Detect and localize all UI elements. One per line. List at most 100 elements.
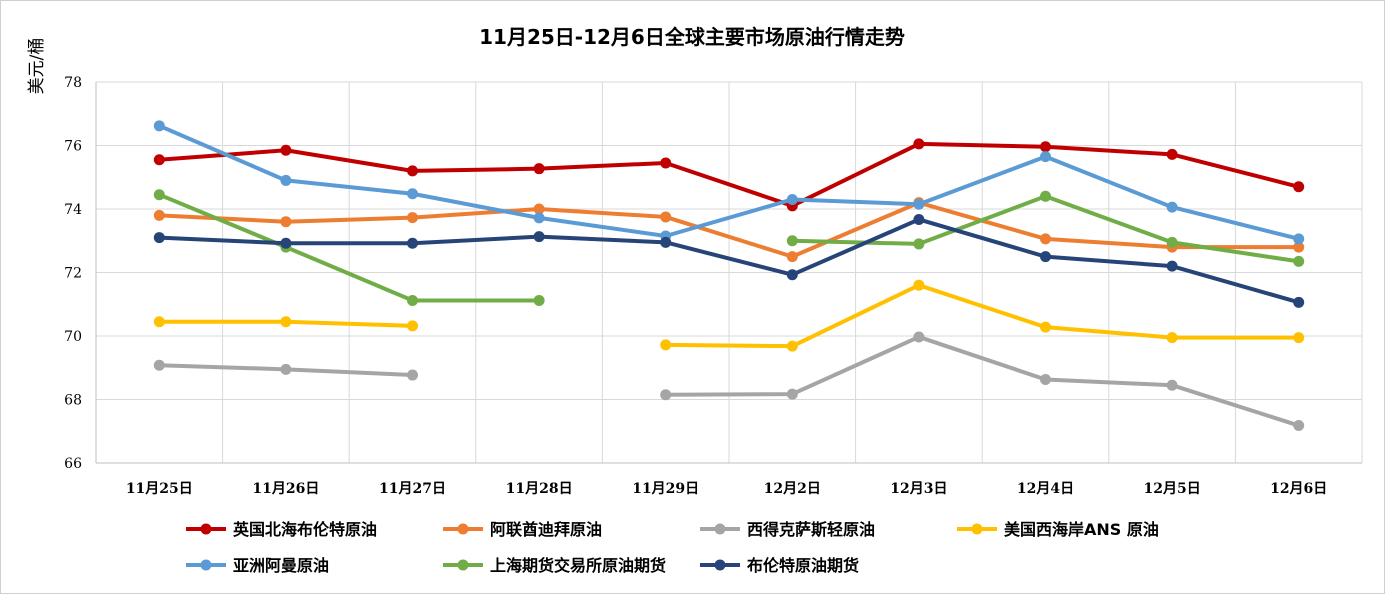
data-point xyxy=(1040,321,1051,333)
data-point xyxy=(407,369,418,381)
data-point xyxy=(153,189,165,201)
data-point xyxy=(1166,148,1178,160)
data-point xyxy=(407,237,418,249)
data-point xyxy=(1166,201,1178,213)
data-point xyxy=(660,389,672,401)
data-point xyxy=(913,238,925,250)
series-line xyxy=(663,283,1301,349)
legend-item: 阿联酋迪拜原油 xyxy=(443,520,602,539)
data-point xyxy=(660,157,672,169)
data-point xyxy=(786,235,798,247)
x-tick-label: 11月28日 xyxy=(506,481,573,497)
legend-swatch-marker xyxy=(971,523,983,535)
data-point xyxy=(153,359,165,371)
legend-item: 美国西海岸ANS 原油 xyxy=(957,520,1159,539)
series-3 xyxy=(153,279,1305,352)
data-point xyxy=(1040,141,1051,153)
x-tick-label: 11月26日 xyxy=(252,481,319,497)
data-point xyxy=(913,331,925,343)
data-point xyxy=(1040,251,1051,263)
data-point xyxy=(1293,241,1305,253)
legend-item: 上海期货交易所原油期货 xyxy=(443,556,666,575)
data-point xyxy=(913,198,925,210)
legend-label: 阿联酋迪拜原油 xyxy=(490,520,602,539)
data-point xyxy=(153,209,165,221)
data-point xyxy=(153,232,165,244)
x-tick-label: 12月4日 xyxy=(1017,481,1074,497)
y-axis-label: 美元/桶 xyxy=(27,38,47,95)
data-point xyxy=(786,340,798,352)
data-point xyxy=(280,363,292,375)
data-point xyxy=(533,212,545,224)
data-point xyxy=(407,320,418,332)
data-point xyxy=(1293,296,1305,308)
y-tick-label: 74 xyxy=(64,202,82,218)
data-point xyxy=(1293,420,1305,432)
data-point xyxy=(1293,181,1305,193)
legend-label: 布伦特原油期货 xyxy=(747,556,859,575)
y-tick-label: 70 xyxy=(64,329,82,345)
legend-item: 布伦特原油期货 xyxy=(700,556,859,575)
y-tick-label: 68 xyxy=(64,393,82,409)
series-line xyxy=(157,123,1301,241)
data-point xyxy=(407,294,418,306)
chart-title: 11月25日-12月6日全球主要市场原油行情走势 xyxy=(479,25,905,49)
data-point xyxy=(533,231,545,243)
data-point xyxy=(280,316,292,328)
data-point xyxy=(533,294,545,306)
series-lines xyxy=(153,120,1305,432)
series-5 xyxy=(153,189,1305,306)
series-line xyxy=(157,217,1301,305)
x-tick-label: 11月27日 xyxy=(379,481,446,497)
data-point xyxy=(1293,255,1305,267)
data-point xyxy=(407,165,418,177)
data-point xyxy=(913,138,925,150)
y-tick-label: 72 xyxy=(64,266,82,282)
grid xyxy=(95,81,1363,464)
data-point xyxy=(660,339,672,351)
data-point xyxy=(1040,373,1051,385)
data-point xyxy=(1293,332,1305,344)
series-line xyxy=(157,141,1301,208)
data-point xyxy=(1040,190,1051,202)
legend-item: 亚洲阿曼原油 xyxy=(186,556,329,575)
data-point xyxy=(786,269,798,281)
data-point xyxy=(407,188,418,200)
legend-item: 英国北海布伦特原油 xyxy=(186,520,377,539)
legend-label: 美国西海岸ANS 原油 xyxy=(1004,520,1159,539)
data-point xyxy=(1040,151,1051,163)
y-tick-label: 76 xyxy=(64,139,82,155)
data-point xyxy=(1166,236,1178,248)
data-point xyxy=(280,216,292,228)
data-point xyxy=(660,236,672,248)
data-point xyxy=(913,213,925,225)
series-line xyxy=(663,334,1301,428)
legend-item: 西得克萨斯轻原油 xyxy=(700,520,875,539)
x-tick-label: 11月25日 xyxy=(126,481,193,497)
data-point xyxy=(786,251,798,263)
legend-swatch-marker xyxy=(200,523,212,535)
series-1 xyxy=(153,197,1305,263)
x-tick-label: 11月29日 xyxy=(632,481,699,497)
series-line xyxy=(157,200,1301,259)
data-point xyxy=(280,144,292,156)
data-point xyxy=(1040,233,1051,245)
legend-swatch-marker xyxy=(200,559,212,571)
series-2 xyxy=(153,331,1305,432)
data-point xyxy=(786,388,798,400)
data-point xyxy=(913,279,925,291)
data-point xyxy=(1166,332,1178,344)
legend-label: 英国北海布伦特原油 xyxy=(232,520,377,539)
data-point xyxy=(1293,233,1305,245)
data-point xyxy=(786,193,798,205)
x-tick-label: 12月6日 xyxy=(1270,481,1327,497)
axes: 66 68 70 72 74 76 78 11月25日 11月26日 11月27日 11月28日 11… xyxy=(64,75,1362,497)
legend: 英国北海布伦特原油 阿联酋迪拜原油 西得克萨斯轻原油 美国西海岸ANS 原油亚洲阿曼原… xyxy=(186,520,1159,575)
data-point xyxy=(533,163,545,175)
y-tick-label: 66 xyxy=(64,456,82,472)
series-line xyxy=(157,192,542,303)
data-point xyxy=(1166,260,1178,272)
data-point xyxy=(280,174,292,186)
